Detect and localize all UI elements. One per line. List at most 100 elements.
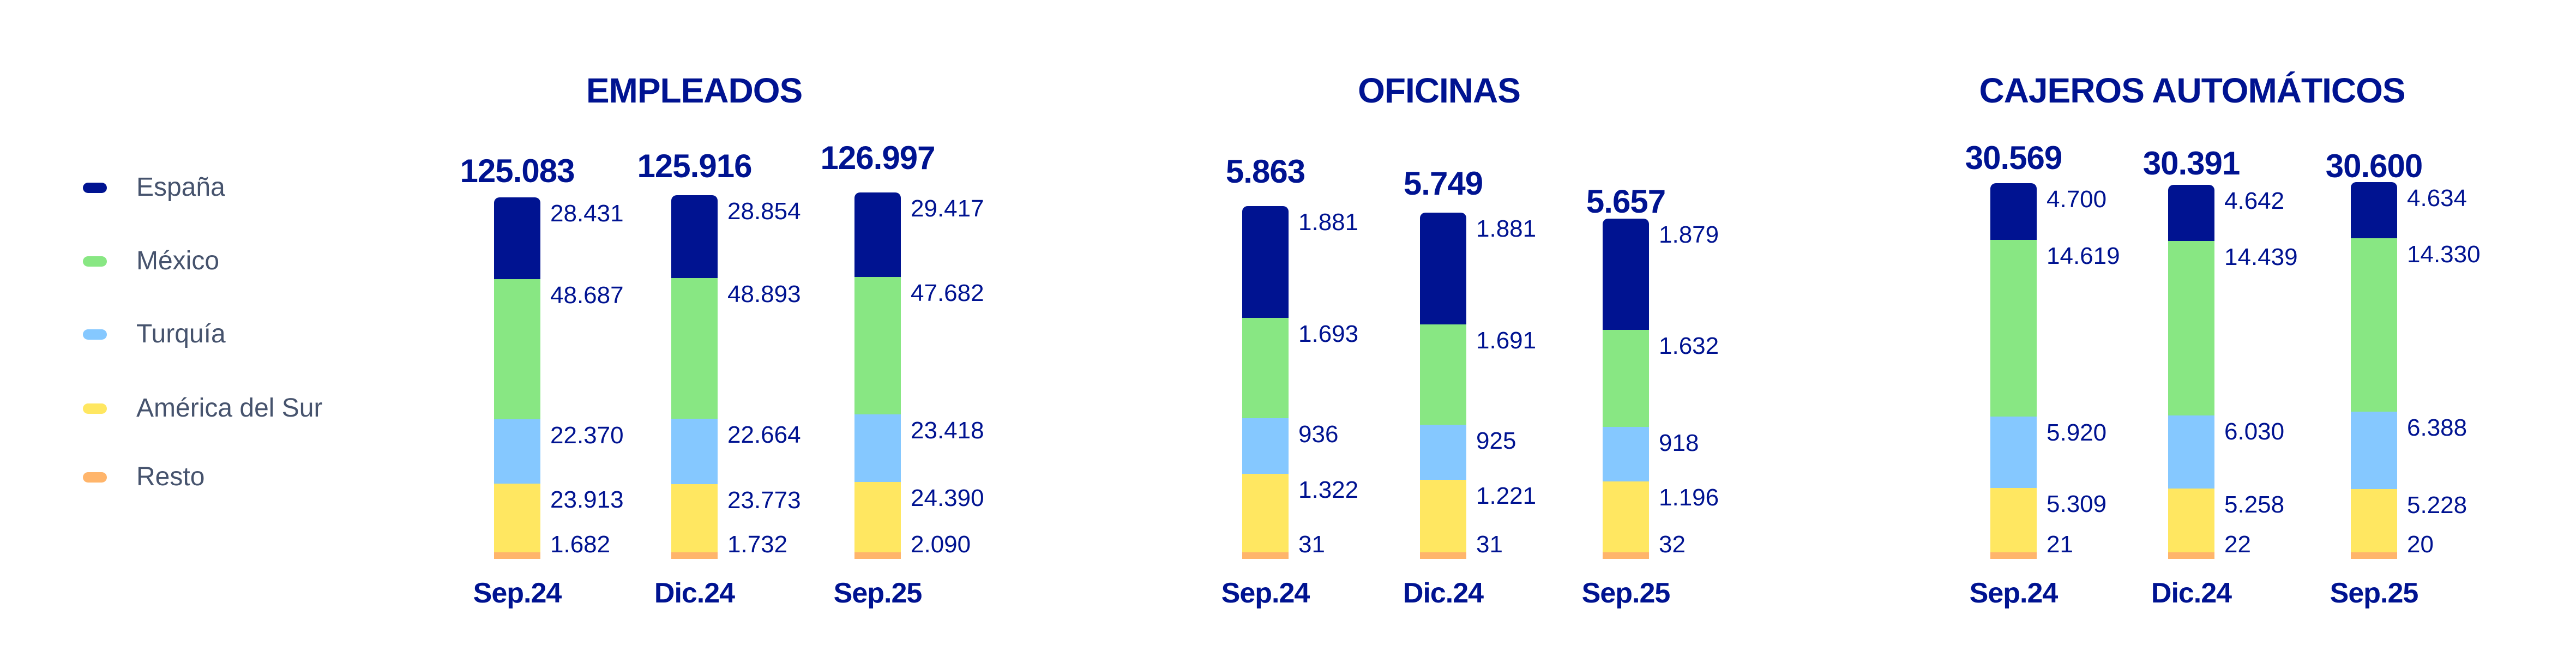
bar-segment-mexico — [494, 279, 540, 419]
bar-segment-america-del-sur — [1420, 480, 1466, 552]
value-label-espana: 28.854 — [727, 198, 801, 225]
bar-segment-resto — [2168, 552, 2214, 559]
bar-segment-mexico — [854, 277, 901, 414]
bar-segment-turquia — [1242, 418, 1289, 474]
value-label-espana: 4.634 — [2407, 185, 2467, 212]
value-label-turquia: 22.664 — [727, 421, 801, 448]
bar-segment-espana — [1420, 213, 1466, 324]
value-label-resto: 1.732 — [727, 531, 788, 558]
bar-segment-america-del-sur — [2351, 489, 2397, 552]
bar-segment-resto — [1990, 552, 2037, 559]
value-label-america-del-sur: 1.322 — [1298, 477, 1359, 503]
bar-segment-resto — [1242, 552, 1289, 559]
bar-segment-america-del-sur — [1603, 481, 1649, 552]
value-label-resto: 2.090 — [911, 531, 971, 558]
bar-segment-espana — [671, 195, 718, 278]
bar-segment-mexico — [1603, 330, 1649, 427]
legend-item-turquia: Turquía — [83, 321, 226, 347]
category-label: Dic.24 — [1403, 577, 1484, 609]
value-label-america-del-sur: 23.773 — [727, 487, 801, 514]
value-label-resto: 20 — [2407, 531, 2434, 558]
stacked-bar-sep.25 — [1603, 219, 1649, 559]
stacked-bar-sep.24 — [494, 197, 540, 559]
category-label: Sep.25 — [2330, 577, 2419, 609]
bar-segment-turquia — [2351, 412, 2397, 489]
category-label: Dic.24 — [654, 577, 735, 609]
bar-segment-espana — [1990, 183, 2037, 240]
value-label-espana: 1.881 — [1476, 215, 1537, 242]
value-label-mexico: 14.439 — [2224, 244, 2298, 270]
value-label-resto: 22 — [2224, 531, 2251, 558]
value-label-resto: 32 — [1659, 531, 1686, 558]
legend-swatch-mexico — [83, 256, 107, 267]
bar-segment-mexico — [1990, 240, 2037, 417]
stacked-bar-sep.25 — [854, 192, 901, 559]
bar-segment-america-del-sur — [671, 484, 718, 552]
value-label-resto: 31 — [1298, 531, 1325, 558]
value-label-america-del-sur: 5.228 — [2407, 492, 2467, 519]
legend-swatch-turquia — [83, 329, 107, 340]
bar-segment-espana — [1242, 206, 1289, 318]
bar-segment-espana — [494, 197, 540, 279]
total-label: 125.083 — [460, 153, 575, 189]
legend-label: México — [136, 246, 220, 275]
stacked-bar-dic.24 — [671, 195, 718, 559]
value-label-resto: 21 — [2047, 531, 2073, 558]
value-label-turquia: 936 — [1298, 421, 1339, 448]
bar-segment-turquia — [1990, 417, 2037, 488]
legend-item-resto: Resto — [83, 464, 204, 490]
bar-segment-resto — [1420, 552, 1466, 559]
stacked-bar-dic.24 — [1420, 213, 1466, 559]
bar-segment-america-del-sur — [1242, 474, 1289, 552]
stacked-bar-sep.25 — [2351, 182, 2397, 559]
bar-segment-resto — [854, 552, 901, 559]
value-label-espana: 28.431 — [550, 200, 624, 227]
value-label-mexico: 14.619 — [2047, 243, 2120, 269]
legend-swatch-america-del-sur — [83, 403, 107, 414]
bar-segment-turquia — [494, 419, 540, 484]
bar-segment-espana — [1603, 219, 1649, 330]
bar-segment-turquia — [671, 419, 718, 484]
value-label-espana: 4.642 — [2224, 188, 2285, 214]
bar-segment-turquia — [1420, 425, 1466, 480]
value-label-mexico: 48.893 — [727, 281, 801, 308]
legend-item-espana: España — [83, 174, 225, 201]
category-label: Sep.24 — [1969, 577, 2059, 609]
total-label: 5.863 — [1225, 153, 1305, 190]
legend-label: América del Sur — [136, 394, 323, 423]
value-label-turquia: 918 — [1659, 430, 1699, 456]
total-label: 5.749 — [1403, 165, 1483, 202]
value-label-mexico: 48.687 — [550, 282, 624, 309]
legend-label: España — [136, 173, 225, 202]
value-label-mexico: 1.632 — [1659, 333, 1719, 359]
value-label-america-del-sur: 5.309 — [2047, 491, 2107, 517]
legend-swatch-espana — [83, 182, 107, 193]
value-label-turquia: 925 — [1476, 427, 1516, 454]
bar-segment-resto — [1603, 552, 1649, 559]
bar-segment-resto — [671, 552, 718, 559]
category-label: Dic.24 — [2151, 577, 2232, 609]
bar-segment-america-del-sur — [494, 484, 540, 552]
bar-segment-espana — [2168, 185, 2214, 241]
value-label-mexico: 14.330 — [2407, 241, 2481, 268]
bar-segment-america-del-sur — [2168, 489, 2214, 552]
bar-segment-mexico — [1420, 324, 1466, 425]
total-label: 30.569 — [1965, 140, 2063, 176]
value-label-america-del-sur: 23.913 — [550, 486, 624, 513]
bar-segment-espana — [2351, 182, 2397, 238]
value-label-america-del-sur: 1.221 — [1476, 483, 1537, 509]
category-label: Sep.25 — [833, 577, 923, 609]
total-label: 5.657 — [1586, 183, 1666, 220]
stacked-bar-sep.24 — [1242, 206, 1289, 559]
legend-item-mexico: México — [83, 248, 219, 274]
category-label: Sep.25 — [1581, 577, 1671, 609]
stacked-bar-sep.24 — [1990, 183, 2037, 559]
legend-label: Resto — [136, 462, 205, 491]
bar-segment-mexico — [2168, 241, 2214, 415]
legend-item-america-del-sur: América del Sur — [83, 395, 322, 421]
bar-segment-america-del-sur — [1990, 488, 2037, 552]
bar-segment-mexico — [671, 278, 718, 419]
value-label-turquia: 6.388 — [2407, 414, 2467, 441]
bar-segment-mexico — [2351, 238, 2397, 412]
value-label-turquia: 23.418 — [911, 417, 984, 444]
